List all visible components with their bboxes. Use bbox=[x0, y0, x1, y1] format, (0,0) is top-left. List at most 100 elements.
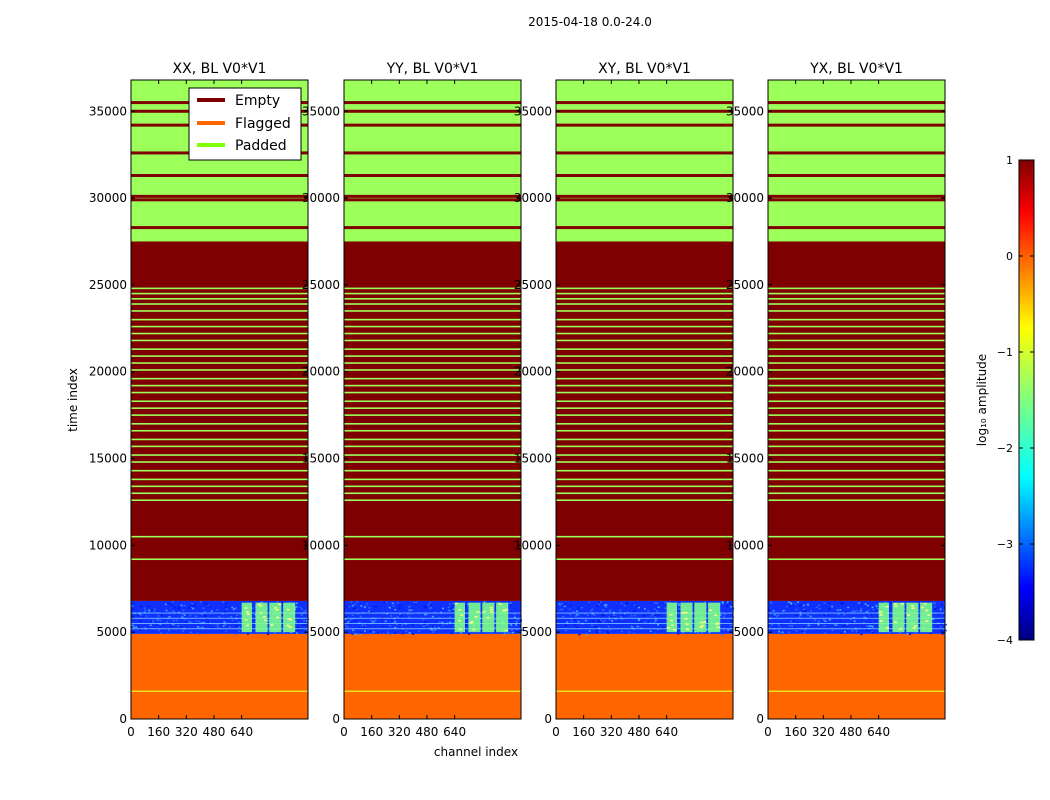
padded-line bbox=[768, 492, 945, 495]
padded-line bbox=[344, 287, 521, 290]
burst-speck bbox=[907, 614, 911, 616]
padded-line bbox=[344, 400, 521, 403]
padded-line bbox=[556, 318, 733, 321]
padded-line bbox=[131, 478, 308, 481]
padded-line bbox=[768, 690, 945, 692]
burst-speck bbox=[246, 613, 250, 615]
burst-speck bbox=[669, 614, 673, 616]
noise-pixel bbox=[606, 631, 609, 633]
noise-pixel bbox=[355, 607, 357, 609]
noise-pixel bbox=[297, 626, 300, 628]
noise-pixel bbox=[133, 626, 136, 628]
noise-pixel bbox=[355, 633, 358, 636]
noise-pixel bbox=[208, 621, 211, 624]
noise-pixel bbox=[181, 612, 184, 615]
noise-pixel bbox=[520, 629, 523, 631]
noise-pixel bbox=[131, 608, 134, 611]
noise-pixel bbox=[869, 629, 872, 632]
padded-line bbox=[768, 469, 945, 472]
noise-pixel bbox=[722, 629, 725, 631]
noise-pixel bbox=[399, 604, 402, 607]
noise-pixel bbox=[798, 604, 801, 607]
padded-line bbox=[556, 438, 733, 441]
empty-line bbox=[131, 174, 308, 178]
padded-line bbox=[131, 400, 308, 403]
data-streak bbox=[556, 628, 733, 630]
noise-pixel bbox=[771, 624, 773, 626]
noise-pixel bbox=[678, 604, 681, 606]
data-streak bbox=[131, 622, 308, 624]
noise-pixel bbox=[588, 601, 591, 604]
padded-line bbox=[768, 391, 945, 394]
noise-pixel bbox=[918, 623, 921, 625]
noise-pixel bbox=[697, 632, 700, 634]
data-burst bbox=[468, 602, 481, 633]
noise-pixel bbox=[701, 632, 704, 634]
y-tick-label: 20000 bbox=[302, 365, 340, 379]
burst-speck bbox=[274, 607, 278, 609]
noise-pixel bbox=[847, 606, 850, 609]
padded-line bbox=[556, 690, 733, 692]
noise-pixel bbox=[401, 632, 404, 635]
noise-pixel bbox=[160, 614, 163, 616]
data-burst bbox=[255, 602, 268, 633]
noise-pixel bbox=[796, 622, 798, 624]
x-tick-label: 320 bbox=[388, 725, 411, 739]
noise-pixel bbox=[613, 616, 616, 618]
noise-pixel bbox=[177, 624, 180, 627]
noise-pixel bbox=[841, 603, 843, 605]
y-tick-label: 35000 bbox=[514, 104, 552, 118]
noise-pixel bbox=[237, 621, 240, 623]
region-flagged bbox=[131, 633, 308, 719]
padded-line bbox=[768, 400, 945, 403]
y-tick-label: 25000 bbox=[514, 278, 552, 292]
noise-pixel bbox=[682, 631, 684, 634]
padded-line bbox=[556, 310, 733, 312]
noise-pixel bbox=[828, 602, 831, 605]
noise-pixel bbox=[218, 616, 221, 618]
noise-pixel bbox=[719, 614, 722, 616]
noise-pixel bbox=[773, 614, 776, 616]
noise-pixel bbox=[559, 604, 562, 606]
burst-speck bbox=[885, 605, 889, 608]
burst-speck bbox=[503, 609, 507, 612]
padded-line bbox=[768, 348, 945, 350]
noise-pixel bbox=[132, 616, 135, 619]
burst-speck bbox=[458, 609, 462, 611]
noise-pixel bbox=[389, 624, 392, 627]
y-tick-label: 25000 bbox=[302, 278, 340, 292]
noise-pixel bbox=[929, 632, 932, 635]
noise-pixel bbox=[564, 624, 567, 627]
noise-pixel bbox=[657, 614, 660, 617]
noise-pixel bbox=[794, 603, 797, 605]
noise-pixel bbox=[468, 633, 471, 635]
noise-pixel bbox=[493, 602, 496, 604]
noise-pixel bbox=[381, 618, 384, 621]
padded-line bbox=[344, 485, 521, 488]
noise-pixel bbox=[777, 623, 780, 625]
y-tick-label: 25000 bbox=[726, 278, 764, 292]
empty-line bbox=[131, 226, 308, 230]
noise-pixel bbox=[424, 620, 427, 623]
noise-pixel bbox=[602, 614, 605, 617]
noise-pixel bbox=[177, 608, 180, 610]
colorbar-tick-label: −4 bbox=[997, 634, 1013, 647]
padded-line bbox=[768, 478, 945, 481]
noise-pixel bbox=[559, 609, 562, 611]
noise-pixel bbox=[394, 608, 397, 611]
padded-line bbox=[556, 391, 733, 394]
noise-pixel bbox=[235, 607, 238, 609]
noise-pixel bbox=[173, 606, 176, 609]
noise-pixel bbox=[510, 603, 513, 606]
padded-line bbox=[131, 325, 308, 328]
burst-speck bbox=[878, 611, 882, 613]
noise-pixel bbox=[217, 626, 220, 628]
noise-pixel bbox=[574, 615, 577, 617]
noise-pixel bbox=[133, 602, 135, 605]
burst-speck bbox=[686, 628, 690, 631]
padded-line bbox=[131, 297, 308, 300]
padded-line bbox=[344, 377, 521, 380]
noise-pixel bbox=[140, 606, 143, 608]
burst-speck bbox=[244, 619, 248, 621]
padded-line bbox=[344, 423, 521, 425]
